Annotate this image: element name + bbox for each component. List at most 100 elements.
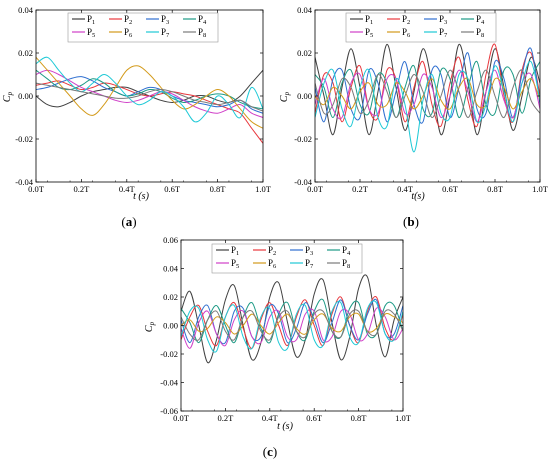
legend-label: P6 xyxy=(124,27,133,39)
x-tick-label: 0.8T xyxy=(351,413,368,423)
y-tick-label: -0.04 xyxy=(294,177,312,187)
y-tick-label: -0.02 xyxy=(294,134,312,144)
y-tick-label: -0.04 xyxy=(160,378,178,388)
y-tick-label: -0.06 xyxy=(160,406,178,416)
legend-label: P5 xyxy=(365,27,373,39)
series-line-p7 xyxy=(315,60,540,153)
series-line-p8 xyxy=(36,82,263,112)
y-axis-label: Cp xyxy=(2,91,14,102)
series-line-p8 xyxy=(181,309,403,341)
series-line-p7 xyxy=(36,56,263,123)
series-line-p6 xyxy=(315,77,540,110)
legend-label: P4 xyxy=(476,14,485,26)
series-group xyxy=(315,43,540,153)
x-tick-label: 0.4T xyxy=(262,413,279,423)
legend-label: P3 xyxy=(161,14,169,26)
legend-label: P7 xyxy=(305,258,314,270)
legend-box xyxy=(345,12,497,43)
x-axis-label: t (s) xyxy=(133,191,150,202)
panel-label: (c) xyxy=(263,444,277,459)
x-tick-label: 0.6T xyxy=(442,184,459,194)
y-tick-label: 0.06 xyxy=(163,235,178,245)
legend-label: P2 xyxy=(124,14,132,26)
series-line-p1 xyxy=(181,274,403,364)
x-tick-label: 0.6T xyxy=(164,184,181,194)
legend-box xyxy=(67,12,219,43)
legend-label: P1 xyxy=(365,14,373,26)
x-axis-label: t (s) xyxy=(277,421,294,432)
x-tick-label: 0.8T xyxy=(210,184,227,194)
legend-label: P1 xyxy=(231,245,239,257)
legend-label: P6 xyxy=(268,258,277,270)
legend-label: P1 xyxy=(87,14,95,26)
legend-label: P8 xyxy=(476,27,484,39)
legend-label: P4 xyxy=(198,14,207,26)
legend-label: P5 xyxy=(231,258,239,270)
series-line-p8 xyxy=(315,69,540,119)
series-line-p1 xyxy=(315,43,540,136)
x-tick-label: 0.0T xyxy=(173,413,190,423)
legend-label: P7 xyxy=(439,27,448,39)
legend-label: P4 xyxy=(342,245,351,257)
legend: P1 P2 P3 P4 P5 P6 P7 P8 xyxy=(211,243,363,274)
legend-label: P7 xyxy=(161,27,170,39)
x-tick-label: 0.4T xyxy=(397,184,414,194)
series-line-p7 xyxy=(181,300,403,353)
legend-label: P6 xyxy=(402,27,411,39)
x-tick-label: 0.2T xyxy=(217,413,234,423)
y-axis-label: Cp xyxy=(279,91,291,102)
x-tick-label: 0.0T xyxy=(307,184,324,194)
series-line-p4 xyxy=(181,298,403,344)
x-axis-label: t(s) xyxy=(411,191,425,202)
chart-panel-1: 0.0T 0.2T 0.4T 0.6T 0.8T 1.0T -0.04 -0.02 0.00 0.… xyxy=(2,5,272,229)
y-tick-label: 0.00 xyxy=(163,321,178,331)
x-tick-label: 0.0T xyxy=(28,184,45,194)
y-axis-label: Cp xyxy=(144,321,156,332)
legend-label: P8 xyxy=(198,27,206,39)
legend-label: P5 xyxy=(87,27,95,39)
legend-label: P2 xyxy=(268,245,276,257)
x-tick-label: 0.4T xyxy=(119,184,136,194)
x-tick-label: 0.2T xyxy=(73,184,90,194)
x-tick-label: 1.0T xyxy=(395,413,412,423)
chart-panel-2: 0.0T 0.2T 0.4T 0.6T 0.8T 1.0T -0.04 -0.02 0.00 0.… xyxy=(279,5,549,229)
y-tick-label: 0.00 xyxy=(297,91,312,101)
series-line-p4 xyxy=(315,61,540,119)
y-tick-label: 0.02 xyxy=(18,48,33,58)
series-line-p5 xyxy=(36,69,263,118)
series-line-p2 xyxy=(36,80,263,144)
y-tick-label: 0.04 xyxy=(163,264,179,274)
legend-box xyxy=(211,243,363,274)
y-tick-label: 0.02 xyxy=(297,48,312,58)
x-tick-label: 0.8T xyxy=(487,184,504,194)
series-group xyxy=(36,56,263,144)
series-line-p5 xyxy=(181,307,403,349)
y-tick-label: -0.04 xyxy=(15,177,33,187)
y-tick-label: 0.04 xyxy=(297,5,313,15)
y-tick-label: 0.04 xyxy=(18,5,34,15)
x-tick-label: 0.2T xyxy=(352,184,369,194)
y-tick-label: 0.02 xyxy=(163,292,178,302)
y-tick-label: -0.02 xyxy=(15,134,33,144)
series-group xyxy=(181,274,403,364)
panel-label: (b) xyxy=(403,214,419,229)
x-tick-label: 1.0T xyxy=(255,184,272,194)
x-tick-label: 1.0T xyxy=(532,184,549,194)
series-line-p3 xyxy=(36,76,263,114)
legend-label: P2 xyxy=(402,14,410,26)
series-line-p6 xyxy=(36,56,263,129)
legend-label: P8 xyxy=(342,258,350,270)
legend: P1 P2 P3 P4 P5 P6 P7 P8 xyxy=(345,12,497,43)
series-line-p3 xyxy=(315,47,540,124)
chart-panel-3: 0.0T 0.2T 0.4T 0.6T 0.8T 1.0T -0.06 -0.04 -0.02 0… xyxy=(144,235,412,459)
legend: P1 P2 P3 P4 P5 P6 P7 P8 xyxy=(67,12,219,43)
series-line-p1 xyxy=(36,69,263,108)
y-tick-label: -0.02 xyxy=(160,349,178,359)
y-tick-label: 0.00 xyxy=(18,91,33,101)
panel-label: (a) xyxy=(121,214,136,229)
legend-label: P3 xyxy=(305,245,313,257)
series-line-p4 xyxy=(36,69,263,110)
x-tick-label: 0.6T xyxy=(306,413,323,423)
series-line-p5 xyxy=(315,69,540,123)
